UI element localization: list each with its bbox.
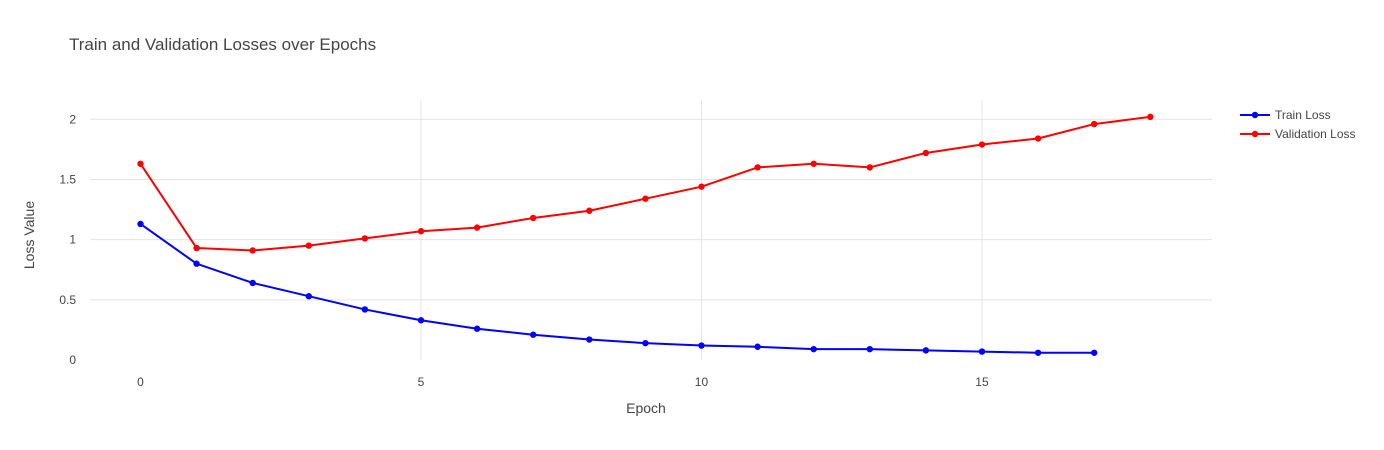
data-point <box>642 339 649 347</box>
legend: Train Loss Validation Loss <box>1240 108 1356 141</box>
y-tick-label: 0 <box>69 353 76 367</box>
grid <box>90 100 1212 360</box>
y-tick-label: 0.5 <box>59 293 76 307</box>
data-point <box>1034 135 1042 142</box>
series-validation-loss <box>137 113 1154 254</box>
data-point <box>978 141 986 148</box>
data-point <box>810 160 817 167</box>
y-tick-label: 2 <box>69 112 76 126</box>
legend-label: Train Loss <box>1275 108 1331 122</box>
data-point <box>249 279 256 287</box>
data-point <box>305 242 312 249</box>
data-point <box>698 183 705 190</box>
data-point <box>249 247 256 254</box>
data-point <box>361 235 369 242</box>
data-point <box>1034 349 1042 356</box>
data-point <box>866 345 873 353</box>
data-point <box>978 348 986 355</box>
data-point <box>529 331 537 338</box>
legend-marker-icon <box>1251 130 1259 138</box>
data-point <box>922 347 930 354</box>
data-point <box>586 336 593 343</box>
data-point <box>810 345 817 353</box>
legend-item[interactable]: Validation Loss <box>1240 127 1356 141</box>
x-tick-label: 10 <box>695 375 709 389</box>
x-tick-label: 0 <box>137 375 144 389</box>
data-point <box>1090 349 1098 356</box>
series-line <box>139 115 1151 252</box>
data-point <box>586 207 593 214</box>
data-point <box>529 214 537 222</box>
x-axis-label: Epoch <box>626 400 666 416</box>
data-point <box>473 224 481 231</box>
legend-label: Validation Loss <box>1275 127 1356 141</box>
y-tick-label: 1 <box>69 233 76 247</box>
data-point <box>193 244 200 252</box>
x-tick-label: 5 <box>418 375 425 389</box>
data-point <box>754 164 761 171</box>
y-tick-label: 1.5 <box>59 172 76 186</box>
data-point <box>137 160 144 167</box>
data-point <box>193 260 200 267</box>
data-point <box>417 228 425 235</box>
data-point <box>698 342 705 349</box>
x-axis-ticks: 0 5 10 15 <box>137 375 989 389</box>
data-point <box>361 306 369 313</box>
data-point <box>473 325 481 332</box>
series-train-loss <box>137 220 1098 356</box>
y-axis-label: Loss Value <box>21 201 37 269</box>
data-point <box>754 343 761 350</box>
data-point <box>1147 113 1154 121</box>
legend-marker-icon <box>1251 111 1259 119</box>
data-point <box>137 220 144 228</box>
plot-series <box>137 113 1154 356</box>
data-point <box>866 164 873 171</box>
data-point <box>417 317 425 324</box>
chart-title: Train and Validation Losses over Epochs <box>69 35 376 54</box>
series-line <box>139 223 1095 354</box>
legend-item[interactable]: Train Loss <box>1240 108 1331 122</box>
data-point <box>922 149 930 157</box>
x-tick-label: 15 <box>975 375 989 389</box>
y-axis-ticks: 0 0.5 1 1.5 2 <box>59 112 76 367</box>
data-point <box>642 195 649 202</box>
data-point <box>1090 120 1098 128</box>
data-point <box>305 293 312 300</box>
